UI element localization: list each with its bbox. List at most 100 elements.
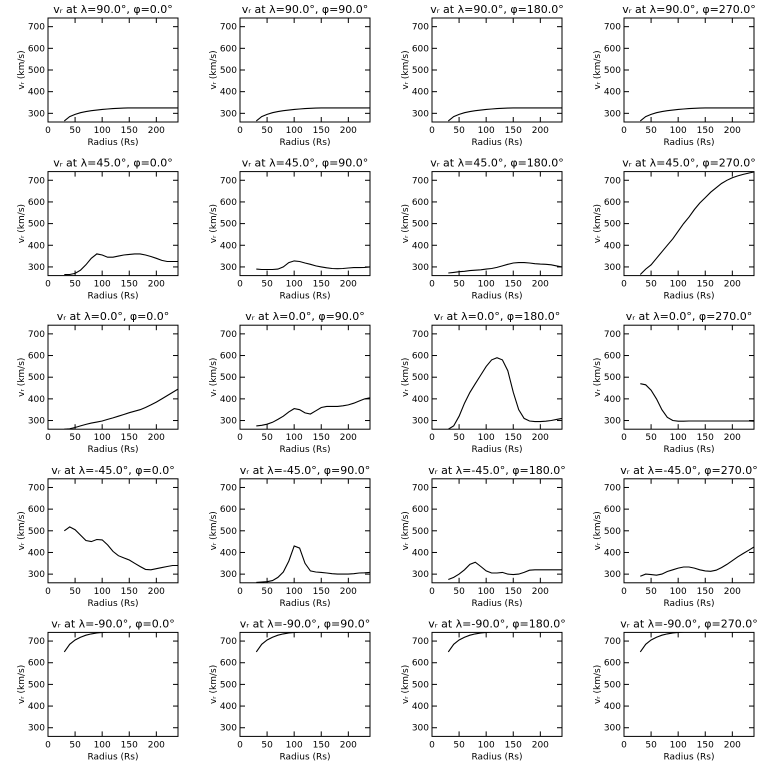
x-tick-label: 100 bbox=[94, 740, 111, 750]
x-tick-label: 150 bbox=[505, 433, 522, 443]
x-tick-label: 50 bbox=[453, 587, 465, 597]
plot-frame bbox=[623, 171, 755, 277]
y-tick-label: 400 bbox=[412, 88, 429, 98]
data-line bbox=[639, 632, 686, 653]
x-tick-label: 50 bbox=[261, 126, 273, 136]
x-tick-label: 200 bbox=[724, 587, 741, 597]
y-tick-label: 400 bbox=[412, 395, 429, 405]
plot-frame bbox=[239, 478, 371, 584]
chart-title: vᵣ at λ=0.0°, φ=90.0° bbox=[245, 310, 365, 323]
x-axis-label: Radius (Rs) bbox=[663, 292, 714, 302]
y-tick-label: 400 bbox=[220, 548, 237, 558]
x-tick-label: 150 bbox=[121, 126, 138, 136]
y-tick-label: 300 bbox=[220, 724, 237, 734]
y-tick-label: 600 bbox=[412, 352, 429, 362]
x-axis-label: Radius (Rs) bbox=[87, 292, 138, 302]
data-line bbox=[255, 632, 302, 653]
x-tick-label: 100 bbox=[670, 587, 687, 597]
x-tick-label: 150 bbox=[121, 740, 138, 750]
x-tick-label: 50 bbox=[69, 433, 81, 443]
x-axis-label: Radius (Rs) bbox=[663, 138, 714, 148]
data-line bbox=[640, 383, 754, 422]
data-line bbox=[256, 397, 370, 427]
y-tick-label: 500 bbox=[28, 220, 45, 230]
chart-title: vᵣ at λ=45.0°, φ=180.0° bbox=[430, 157, 564, 170]
y-tick-label: 400 bbox=[412, 548, 429, 558]
x-tick-label: 200 bbox=[532, 433, 549, 443]
x-tick-label: 0 bbox=[621, 740, 627, 750]
x-tick-label: 150 bbox=[121, 280, 138, 290]
y-tick-label: 700 bbox=[220, 23, 237, 33]
y-tick-label: 400 bbox=[28, 395, 45, 405]
x-tick-label: 50 bbox=[453, 433, 465, 443]
x-tick-label: 200 bbox=[340, 126, 357, 136]
x-tick-label: 100 bbox=[478, 126, 495, 136]
y-tick-label: 500 bbox=[220, 373, 237, 383]
x-axis-label: Radius (Rs) bbox=[87, 752, 138, 762]
y-tick-label: 400 bbox=[604, 395, 621, 405]
x-tick-label: 100 bbox=[670, 740, 687, 750]
y-tick-label: 600 bbox=[220, 198, 237, 208]
data-line bbox=[255, 107, 370, 122]
y-axis-label: vᵣ (km/s) bbox=[593, 511, 603, 550]
y-tick-label: 300 bbox=[28, 417, 45, 427]
y-tick-label: 300 bbox=[220, 109, 237, 119]
x-tick-label: 0 bbox=[429, 740, 435, 750]
x-tick-label: 50 bbox=[645, 433, 657, 443]
y-axis-label: vᵣ (km/s) bbox=[17, 665, 27, 704]
x-tick-label: 200 bbox=[724, 433, 741, 443]
x-tick-label: 150 bbox=[697, 587, 714, 597]
y-tick-label: 700 bbox=[412, 176, 429, 186]
x-tick-label: 150 bbox=[505, 126, 522, 136]
x-tick-label: 50 bbox=[69, 280, 81, 290]
y-tick-label: 500 bbox=[412, 527, 429, 537]
x-tick-label: 200 bbox=[148, 126, 165, 136]
y-tick-label: 400 bbox=[220, 88, 237, 98]
chart-title: vᵣ at λ=0.0°, φ=270.0° bbox=[626, 310, 753, 323]
x-tick-label: 150 bbox=[697, 280, 714, 290]
x-tick-label: 50 bbox=[645, 126, 657, 136]
plot-frame bbox=[47, 478, 179, 584]
y-tick-label: 400 bbox=[604, 241, 621, 251]
y-tick-label: 600 bbox=[220, 505, 237, 515]
x-tick-label: 50 bbox=[645, 280, 657, 290]
y-tick-label: 300 bbox=[28, 263, 45, 273]
data-line bbox=[639, 107, 754, 122]
x-tick-label: 100 bbox=[478, 740, 495, 750]
y-tick-label: 300 bbox=[220, 417, 237, 427]
y-tick-label: 500 bbox=[604, 680, 621, 690]
y-tick-label: 700 bbox=[412, 637, 429, 647]
y-axis-label: vᵣ (km/s) bbox=[593, 50, 603, 89]
x-tick-label: 200 bbox=[148, 433, 165, 443]
y-tick-label: 300 bbox=[604, 724, 621, 734]
data-line bbox=[256, 260, 370, 271]
chart-title: vᵣ at λ=90.0°, φ=90.0° bbox=[242, 3, 369, 16]
x-tick-label: 0 bbox=[237, 280, 243, 290]
y-tick-label: 300 bbox=[604, 570, 621, 580]
x-tick-label: 50 bbox=[261, 280, 273, 290]
y-tick-label: 300 bbox=[220, 263, 237, 273]
x-tick-label: 100 bbox=[670, 126, 687, 136]
x-tick-label: 200 bbox=[724, 280, 741, 290]
data-line bbox=[64, 253, 178, 276]
x-axis-label: Radius (Rs) bbox=[87, 599, 138, 609]
y-tick-label: 600 bbox=[604, 352, 621, 362]
plot-frame bbox=[431, 171, 563, 277]
x-tick-label: 100 bbox=[286, 280, 303, 290]
data-line bbox=[447, 632, 494, 653]
y-tick-label: 700 bbox=[412, 23, 429, 33]
x-axis-label: Radius (Rs) bbox=[471, 138, 522, 148]
x-tick-label: 150 bbox=[313, 433, 330, 443]
chart-title: vᵣ at λ=-90.0°, φ=180.0° bbox=[428, 617, 566, 630]
x-tick-label: 0 bbox=[429, 587, 435, 597]
y-tick-label: 500 bbox=[604, 220, 621, 230]
chart-title: vᵣ at λ=-90.0°, φ=0.0° bbox=[51, 617, 175, 630]
chart-title: vᵣ at λ=-45.0°, φ=90.0° bbox=[240, 464, 371, 477]
y-tick-label: 700 bbox=[28, 483, 45, 493]
y-tick-label: 500 bbox=[28, 680, 45, 690]
x-tick-label: 150 bbox=[697, 740, 714, 750]
y-tick-label: 600 bbox=[412, 44, 429, 54]
x-axis-label: Radius (Rs) bbox=[279, 138, 330, 148]
x-tick-label: 150 bbox=[505, 587, 522, 597]
y-tick-label: 700 bbox=[604, 637, 621, 647]
